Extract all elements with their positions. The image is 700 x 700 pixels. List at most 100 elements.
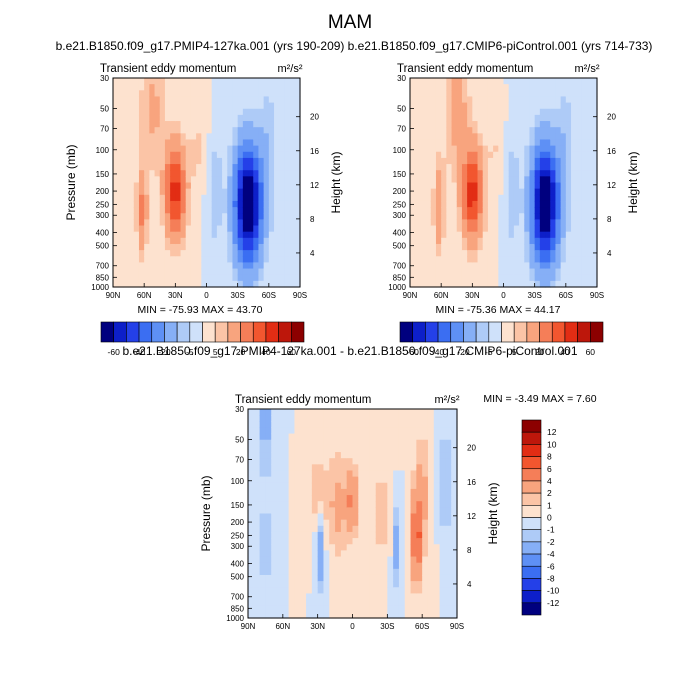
heatmap-cell bbox=[560, 108, 567, 116]
heatmap-cell bbox=[441, 133, 447, 141]
heatmap-cell bbox=[358, 568, 365, 576]
heatmap-cell bbox=[175, 237, 182, 245]
heatmap-cell bbox=[335, 574, 342, 582]
heatmap-cell bbox=[503, 102, 510, 110]
heatmap-cell bbox=[534, 114, 541, 122]
heatmap-cell bbox=[477, 78, 484, 85]
heatmap-cell bbox=[545, 90, 551, 98]
heatmap-cell bbox=[519, 250, 525, 257]
heatmap-cell bbox=[393, 421, 400, 429]
heatmap-cell bbox=[258, 139, 265, 147]
heatmap-cell bbox=[539, 194, 546, 202]
heatmap-cell bbox=[242, 188, 249, 196]
heatmap-cell bbox=[253, 170, 260, 177]
heatmap-cell bbox=[206, 157, 213, 165]
heatmap-cell bbox=[364, 513, 371, 521]
heatmap-cell bbox=[441, 108, 447, 116]
heatmap-cell bbox=[576, 200, 583, 208]
heatmap-cell bbox=[237, 268, 244, 276]
heatmap-cell bbox=[300, 445, 307, 453]
heatmap-cell bbox=[258, 231, 265, 239]
heatmap-cell bbox=[317, 458, 325, 465]
heatmap-cell bbox=[427, 581, 435, 588]
heatmap-cell bbox=[586, 262, 593, 270]
heatmap-cell bbox=[482, 219, 489, 227]
heatmap-cell bbox=[138, 280, 145, 288]
heatmap-cell bbox=[555, 102, 562, 110]
heatmap-cell bbox=[398, 568, 406, 576]
heatmap-cell bbox=[149, 151, 156, 159]
heatmap-cell bbox=[445, 488, 452, 496]
heatmap-cell bbox=[427, 513, 435, 521]
heatmap-cell bbox=[118, 225, 124, 233]
heatmap-cell bbox=[446, 237, 453, 245]
heatmap-cell bbox=[456, 164, 463, 171]
heatmap-cell bbox=[335, 421, 342, 429]
heatmap-cell bbox=[467, 133, 473, 141]
heatmap-cell bbox=[227, 188, 234, 196]
heatmap-cell bbox=[294, 207, 301, 214]
heatmap-cell bbox=[222, 90, 228, 98]
heatmap-cell bbox=[364, 476, 371, 484]
heatmap-cell bbox=[277, 531, 284, 539]
heatmap-cell bbox=[340, 409, 348, 416]
heatmap-cell bbox=[227, 108, 234, 116]
heatmap-cell bbox=[123, 145, 130, 153]
heatmap-cell bbox=[294, 587, 301, 595]
heatmap-cell bbox=[482, 280, 489, 288]
heatmap-cell bbox=[149, 145, 156, 153]
heatmap-cell bbox=[467, 127, 473, 134]
heatmap-cell bbox=[430, 145, 437, 153]
heatmap-cell bbox=[571, 243, 577, 251]
heatmap-cell bbox=[206, 121, 213, 128]
heatmap-cell bbox=[422, 458, 429, 465]
heatmap-cell bbox=[265, 574, 272, 582]
heatmap-cell bbox=[472, 280, 479, 288]
heatmap-cell bbox=[410, 133, 416, 141]
heatmap-cell bbox=[456, 188, 463, 196]
heatmap-cell bbox=[560, 151, 567, 159]
heatmap-cell bbox=[534, 157, 541, 165]
heatmap-cell bbox=[329, 605, 336, 613]
heatmap-cell bbox=[416, 544, 423, 551]
heatmap-cell bbox=[375, 605, 383, 613]
heatmap-cell bbox=[227, 219, 234, 227]
heatmap-cell bbox=[248, 587, 255, 595]
heatmap-cell bbox=[410, 525, 417, 533]
heatmap-cell bbox=[118, 127, 124, 134]
heatmap-cell bbox=[185, 108, 192, 116]
heatmap-cell bbox=[133, 219, 140, 227]
panel-subtitle: b.e21.B1850.f09_g17.PMIP4-127ka.001 - b.… bbox=[123, 344, 578, 358]
heatmap-cell bbox=[294, 170, 301, 177]
heatmap-cell bbox=[216, 139, 223, 147]
units-label: m²/s² bbox=[277, 63, 302, 75]
heatmap-cell bbox=[451, 151, 458, 159]
y-tick-label: 500 bbox=[393, 242, 407, 251]
heatmap-cell bbox=[416, 495, 423, 502]
heatmap-field bbox=[410, 78, 598, 288]
heatmap-cell bbox=[138, 225, 145, 233]
heatmap-cell bbox=[472, 213, 479, 220]
heatmap-cell bbox=[123, 157, 130, 165]
heatmap-cell bbox=[451, 213, 458, 220]
heatmap-cell bbox=[123, 84, 130, 91]
heatmap-cell bbox=[317, 452, 325, 459]
heatmap-cell bbox=[410, 593, 417, 601]
heatmap-cell bbox=[294, 525, 301, 533]
heatmap-cell bbox=[128, 262, 135, 270]
heatmap-cell bbox=[294, 78, 301, 85]
heatmap-cell bbox=[196, 84, 202, 91]
heatmap-cell bbox=[227, 207, 234, 214]
heatmap-cell bbox=[420, 256, 427, 264]
heatmap-cell bbox=[288, 482, 296, 490]
heatmap-cell bbox=[317, 568, 325, 576]
heatmap-cell bbox=[461, 114, 468, 122]
heatmap-cell bbox=[467, 219, 473, 227]
heatmap-cell bbox=[477, 188, 484, 196]
heatmap-cell bbox=[258, 268, 265, 276]
heatmap-cell bbox=[227, 96, 234, 104]
heatmap-cell bbox=[381, 470, 388, 478]
heatmap-cell bbox=[571, 96, 577, 104]
heatmap-cell bbox=[258, 256, 265, 264]
heatmap-cell bbox=[498, 145, 505, 153]
